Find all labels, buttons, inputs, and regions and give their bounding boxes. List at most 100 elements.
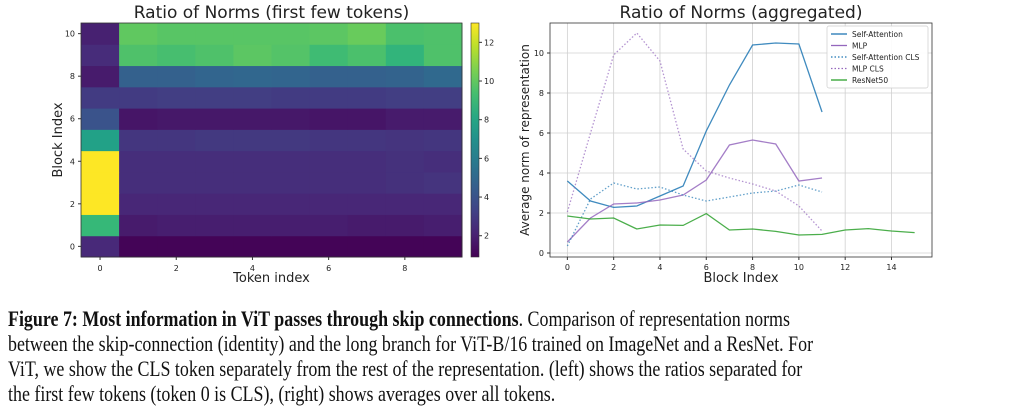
heatmap-cell <box>385 108 425 130</box>
heatmap-cell <box>81 171 120 194</box>
heatmap-cell <box>81 86 120 109</box>
heatmap-cell <box>309 44 349 67</box>
heatmap-cell <box>157 108 196 130</box>
heatmap-cell <box>81 108 120 130</box>
heatmap-cell <box>81 44 120 67</box>
caption-text: . Comparison of representation norms <box>518 306 790 331</box>
heatmap-cell <box>347 214 387 237</box>
line-ytick-label: 2 <box>539 209 544 218</box>
heatmap-xtick-label: 8 <box>402 264 407 273</box>
heatmap-cell <box>385 193 425 215</box>
heatmap-cell <box>119 235 158 258</box>
heatmap-cell <box>233 214 272 237</box>
heatmap-cell <box>347 44 387 67</box>
heatmap-cell <box>119 129 158 152</box>
heatmap-cell <box>385 86 425 109</box>
legend-label: MLP <box>852 42 868 51</box>
heatmap-cell <box>195 214 234 237</box>
heatmap-cell <box>347 23 387 45</box>
heatmap-xtick-label: 0 <box>98 264 103 273</box>
heatmap-cell <box>119 65 158 88</box>
line-xtick-label: 8 <box>750 263 755 272</box>
heatmap-cell <box>423 214 463 237</box>
heatmap-cell <box>157 44 196 67</box>
heatmap-cell <box>157 171 196 194</box>
heatmap-cell <box>195 150 234 173</box>
heatmap-cell <box>233 86 272 109</box>
heatmap-cell <box>119 44 158 67</box>
heatmap-ytick-label: 8 <box>70 72 75 81</box>
heatmap-cell <box>195 65 234 88</box>
figure: Ratio of Norms (first few tokens) Token i… <box>51 3 933 286</box>
heatmap-cell <box>233 193 272 215</box>
heatmap-cell <box>233 23 272 45</box>
line-ytick-label: 10 <box>534 49 544 58</box>
heatmap-ytick-label: 4 <box>70 157 75 166</box>
colorbar-tick-label: 6 <box>484 154 489 163</box>
line-ytick-label: 6 <box>539 129 544 138</box>
legend-box <box>826 25 929 89</box>
heatmap-cell <box>271 129 311 152</box>
heatmap-cell <box>233 129 272 152</box>
heatmap-cell <box>271 235 311 258</box>
heatmap-cell <box>271 193 311 215</box>
heatmap-cell <box>81 214 120 237</box>
heatmap-cell <box>423 193 463 215</box>
heatmap-cell <box>157 150 196 173</box>
heatmap-cell <box>119 193 158 215</box>
heatmap-cell <box>423 171 463 194</box>
heatmap-cell <box>157 193 196 215</box>
colorbar-tick-label: 8 <box>484 116 489 125</box>
heatmap-cell <box>347 150 387 173</box>
heatmap-ytick-label: 6 <box>70 115 75 124</box>
line-chart-title: Ratio of Norms (aggregated) <box>620 3 863 23</box>
heatmap-cell <box>423 108 463 130</box>
line-ytick-label: 4 <box>539 169 544 178</box>
caption-line-4: the first few tokens (token 0 is CLS), (… <box>8 381 556 406</box>
heatmap-cell <box>233 150 272 173</box>
heatmap-cell <box>385 129 425 152</box>
legend-label: Self-Attention CLS <box>852 53 920 62</box>
line-chart-frame <box>549 22 933 258</box>
heatmap-cell <box>157 86 196 109</box>
heatmap-title: Ratio of Norms (first few tokens) <box>134 3 410 23</box>
heatmap-cell <box>309 150 349 173</box>
heatmap-cell <box>347 86 387 109</box>
line-ytick-label: 8 <box>539 89 544 98</box>
heatmap-cell <box>271 65 311 88</box>
heatmap-cell <box>271 44 311 67</box>
heatmap-cell <box>385 65 425 88</box>
series-line-mlp-cls <box>566 32 823 232</box>
caption-line-2: between the skip-connection (identity) a… <box>8 331 814 356</box>
heatmap-cell <box>119 23 158 45</box>
heatmap-cell <box>195 235 234 258</box>
legend-label: Self-Attention <box>852 30 903 39</box>
heatmap-cell <box>195 23 234 45</box>
heatmap-cell <box>271 214 311 237</box>
figure-label: Figure 7: Most information in ViT passes… <box>8 306 519 331</box>
heatmap-cell <box>347 65 387 88</box>
colorbar-tick-label: 10 <box>484 77 494 86</box>
heatmap-cell <box>347 129 387 152</box>
heatmap-cell <box>195 193 234 215</box>
heatmap-cell <box>195 44 234 67</box>
heatmap-cell <box>271 108 311 130</box>
line-xtick-label: 6 <box>704 263 709 272</box>
line-chart-ylabel: Average norm of representation <box>518 44 532 236</box>
heatmap-cell <box>195 129 234 152</box>
heatmap-cell <box>119 86 158 109</box>
heatmap-xtick-label: 4 <box>250 264 255 273</box>
heatmap-cell <box>347 108 387 130</box>
heatmap-xtick-label: 6 <box>326 264 331 273</box>
heatmap-cell <box>309 23 349 45</box>
heatmap-ytick-label: 0 <box>70 242 75 251</box>
heatmap-cell <box>385 23 425 45</box>
heatmap-cell <box>81 193 120 215</box>
heatmap-cell <box>423 235 463 258</box>
heatmap-cell <box>233 65 272 88</box>
heatmap-ylabel: Block Index <box>51 102 66 177</box>
heatmap-cell <box>309 193 349 215</box>
line-xtick-label: 10 <box>794 263 804 272</box>
heatmap-cell <box>233 108 272 130</box>
heatmap-cell <box>119 150 158 173</box>
